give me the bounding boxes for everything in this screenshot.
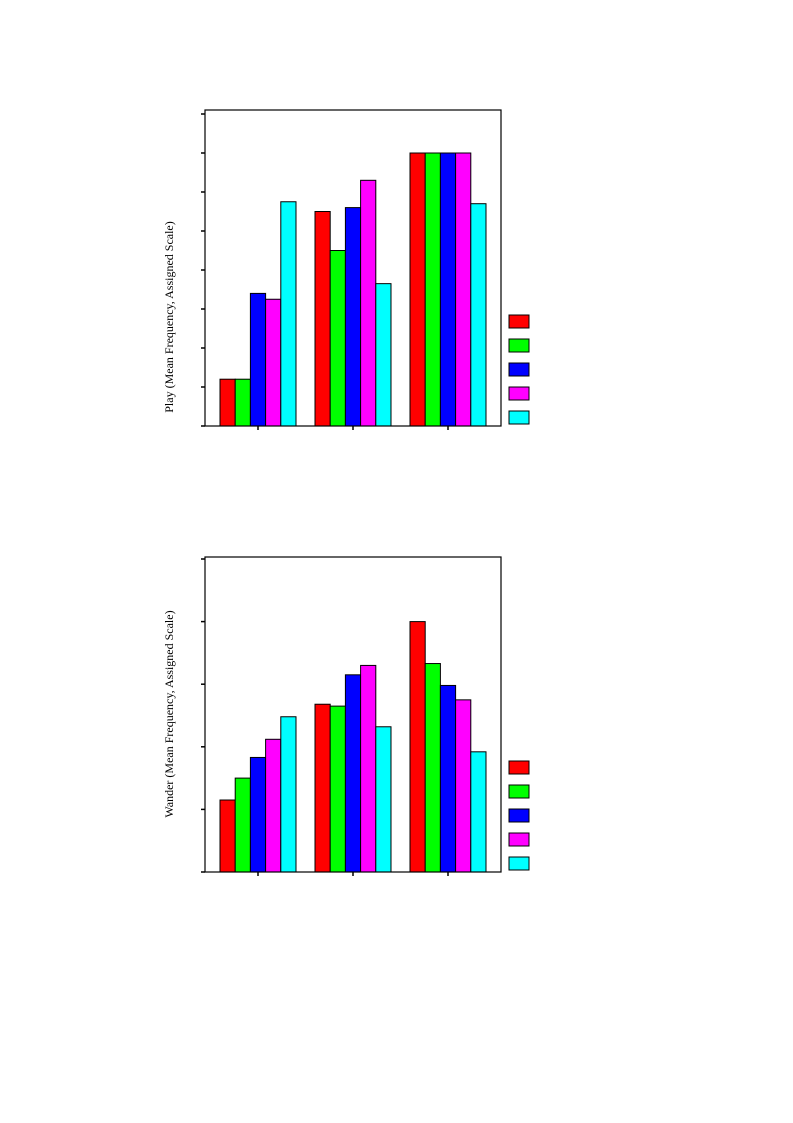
legend-swatch — [508, 338, 530, 353]
bar — [455, 699, 472, 873]
legend-swatch — [508, 856, 530, 871]
y-axis-label: Wander (Mean Frequency, Assigned Scale) — [162, 610, 176, 817]
legend-swatch — [508, 314, 530, 329]
bar — [234, 777, 251, 873]
legend-swatch — [508, 832, 530, 847]
legend-swatch — [508, 784, 530, 799]
bar — [265, 738, 282, 873]
legend-swatch — [508, 760, 530, 775]
bar — [375, 726, 392, 873]
bar — [439, 684, 457, 873]
legend-swatch — [508, 362, 530, 377]
bar — [409, 621, 426, 873]
legend-swatch — [508, 410, 530, 425]
bar — [470, 751, 487, 873]
bar — [329, 705, 346, 873]
bar — [280, 716, 297, 873]
bar — [344, 674, 362, 873]
bar — [249, 756, 267, 873]
bar — [219, 799, 236, 873]
legend-swatch — [508, 808, 530, 823]
legend-swatch — [508, 386, 530, 401]
y-axis-label: Play (Mean Frequency, Assigned Scale) — [162, 221, 176, 413]
bar — [314, 703, 331, 873]
bar — [360, 664, 377, 873]
bar — [424, 663, 441, 873]
